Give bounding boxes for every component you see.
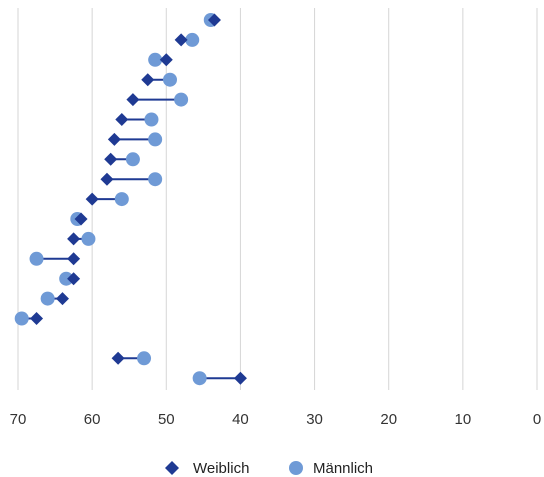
maennlich-point xyxy=(14,311,29,326)
maennlich-point xyxy=(29,251,44,266)
weiblich-point xyxy=(85,192,99,206)
connector-lines xyxy=(21,19,241,380)
weiblich-point xyxy=(141,73,155,87)
weiblich-point xyxy=(111,351,125,365)
x-axis-tick-labels: 70 60 50 40 30 20 10 0 xyxy=(10,411,542,428)
x-tick-label: 30 xyxy=(306,411,323,428)
weiblich-point xyxy=(174,33,188,47)
weiblich-point xyxy=(67,272,81,286)
circle-marker-icon xyxy=(289,461,303,475)
maennlich-point xyxy=(162,72,177,87)
maennlich-point xyxy=(174,92,189,107)
x-tick-label: 20 xyxy=(380,411,397,428)
maennlich-point xyxy=(125,152,140,167)
x-tick-label: 40 xyxy=(232,411,249,428)
x-tick-label: 50 xyxy=(158,411,175,428)
series-maennlich xyxy=(14,13,218,386)
maennlich-point xyxy=(148,172,163,187)
maennlich-point xyxy=(148,132,163,147)
maennlich-point xyxy=(137,351,152,366)
x-tick-label: 70 xyxy=(10,411,27,428)
legend-item-maennlich: Männlich xyxy=(289,460,373,477)
weiblich-point xyxy=(104,152,118,166)
weiblich-point xyxy=(115,113,129,126)
legend-label-maennlich: Männlich xyxy=(313,460,373,477)
maennlich-point xyxy=(185,32,200,47)
weiblich-point xyxy=(126,93,140,107)
maennlich-point xyxy=(148,52,163,67)
gridlines xyxy=(17,8,538,390)
legend: Weiblich Männlich xyxy=(165,460,373,477)
weiblich-point xyxy=(159,53,173,67)
diamond-marker-icon xyxy=(165,461,179,475)
maennlich-point xyxy=(114,192,129,207)
weiblich-point xyxy=(207,13,221,27)
weiblich-point xyxy=(233,371,247,385)
legend-item-weiblich: Weiblich xyxy=(165,460,249,477)
maennlich-point xyxy=(144,112,159,127)
weiblich-point xyxy=(67,232,81,246)
x-tick-label: 10 xyxy=(455,411,472,428)
legend-label-weiblich: Weiblich xyxy=(193,460,249,477)
weiblich-point xyxy=(30,312,44,325)
weiblich-point xyxy=(74,212,88,226)
maennlich-point xyxy=(81,231,96,246)
series-weiblich xyxy=(30,13,247,385)
weiblich-point xyxy=(55,292,69,306)
weiblich-point xyxy=(107,132,121,146)
maennlich-point xyxy=(40,291,55,306)
x-tick-label: 60 xyxy=(84,411,101,428)
x-tick-label: 0 xyxy=(533,411,541,428)
maennlich-point xyxy=(59,271,74,286)
weiblich-point xyxy=(100,172,114,186)
maennlich-point xyxy=(192,371,207,386)
weiblich-point xyxy=(67,252,81,266)
